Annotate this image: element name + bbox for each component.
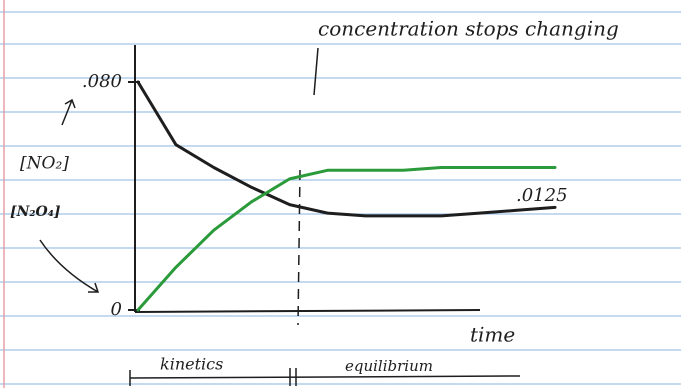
- legend-label: [N₂O₄]: [10, 204, 61, 220]
- annotation: equilibrium: [345, 357, 433, 375]
- annotation: kinetics: [160, 355, 223, 374]
- annotation: .0125: [516, 185, 568, 206]
- legend-label: [NO₂]: [20, 154, 69, 174]
- y-tick-label: .080: [82, 71, 122, 92]
- chart-title: concentration stops changing: [318, 17, 619, 41]
- y-tick-label: 0: [111, 299, 122, 320]
- series-line: [138, 82, 555, 216]
- chart: concentration stops changing time .0125 …: [0, 0, 681, 388]
- series-line: [138, 168, 555, 311]
- x-axis-label: time: [470, 323, 515, 347]
- paper-lines: [0, 0, 681, 388]
